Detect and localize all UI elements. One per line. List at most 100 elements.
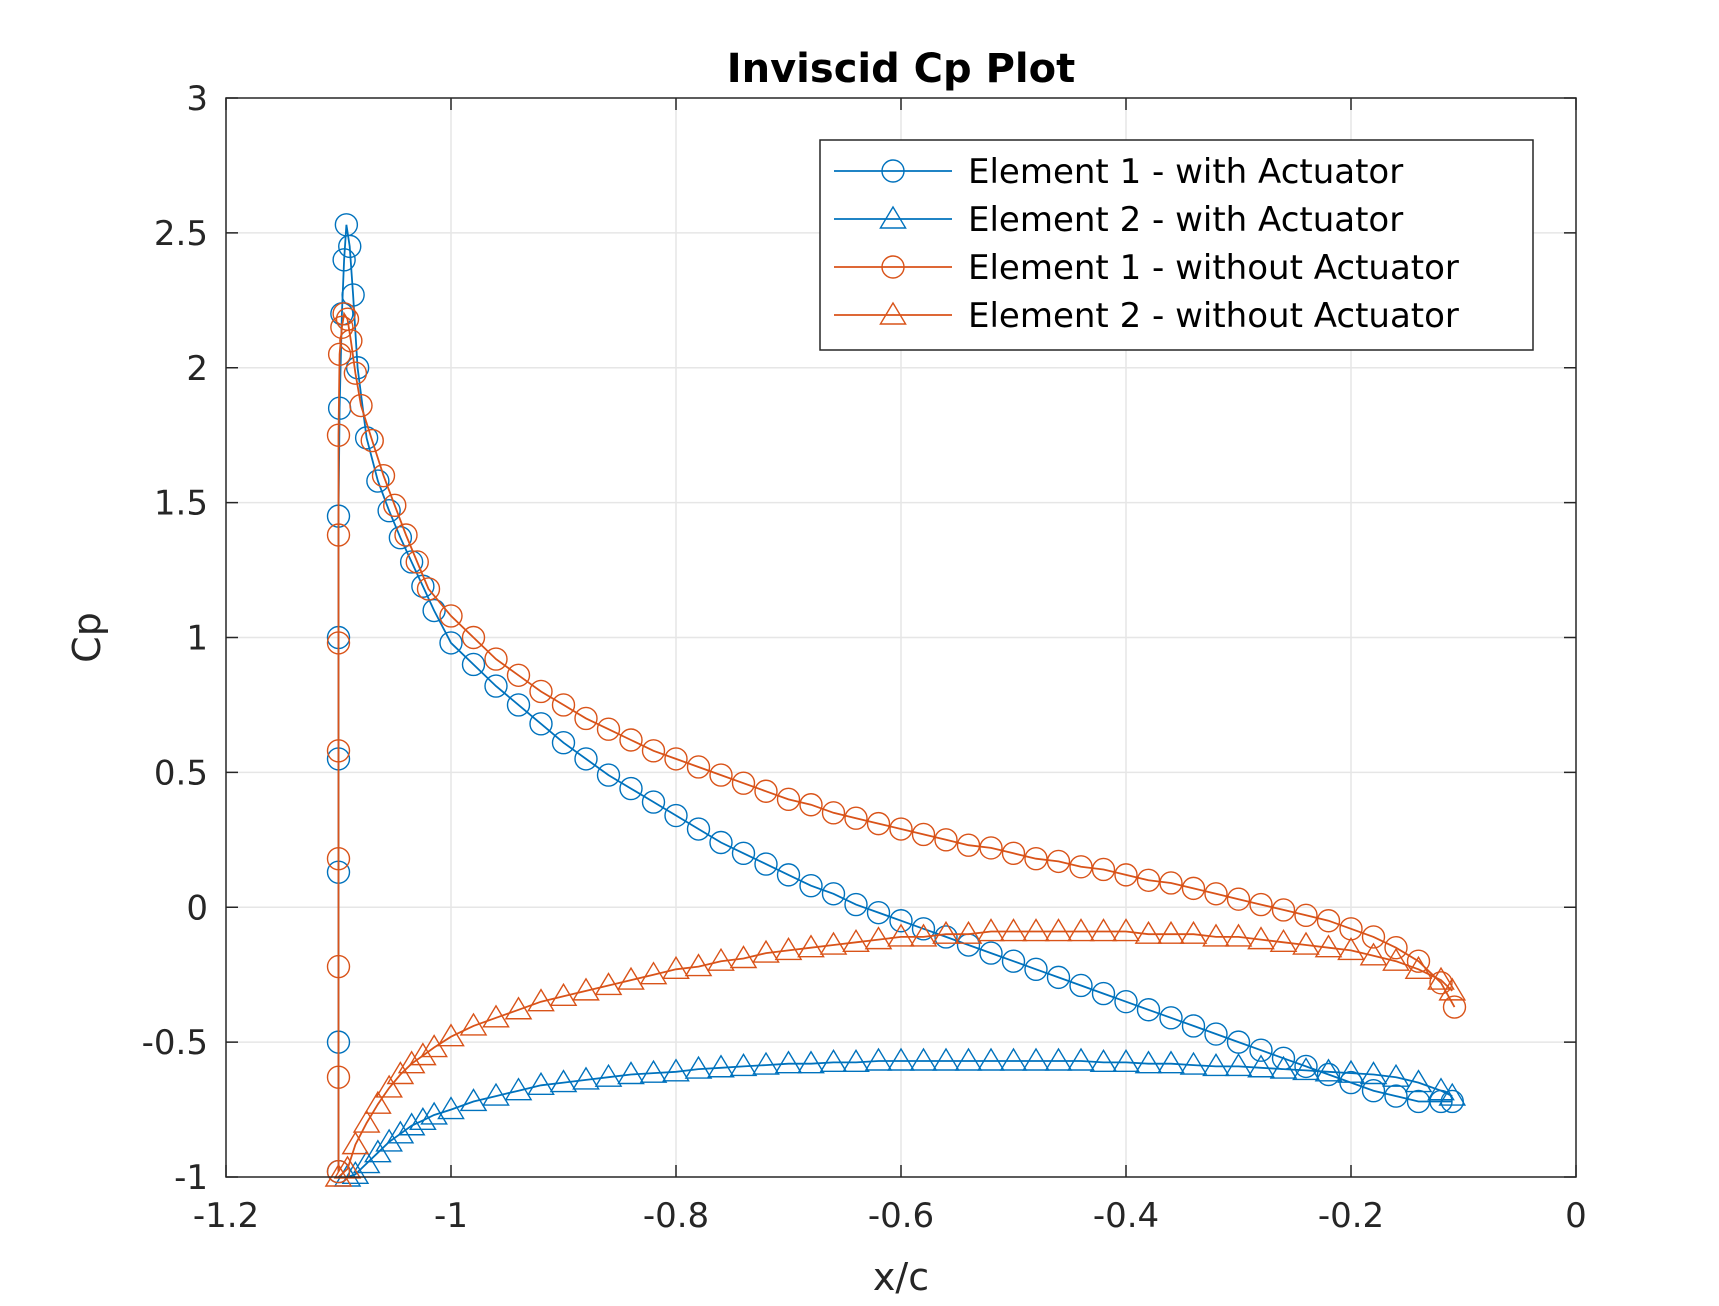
data-point [574,747,598,771]
x-axis-label: x/c [873,1255,929,1299]
data-point [397,1112,426,1136]
data-point [1091,857,1116,882]
data-point [842,1048,870,1073]
data-point [954,1047,983,1071]
data-point [797,934,825,958]
y-tick-label: 2 [186,349,208,389]
y-tick-label: 1.5 [154,484,208,524]
data-point [1316,909,1341,933]
data-point [1022,918,1050,942]
data-point [1114,989,1138,1014]
data-point [617,1061,645,1085]
data-point [332,248,356,272]
data-point [529,712,553,736]
data-point [979,941,1003,965]
data-point [1294,1054,1318,1079]
data-point [326,523,351,547]
data-point [354,426,379,450]
legend-label: Element 1 - with Actuator [968,152,1403,192]
data-point [349,393,373,418]
data-point [911,917,936,941]
data-point [639,961,668,985]
x-tick-labels: -1.2 -1 -0.8 -0.6 -0.4 -0.2 0 [193,1196,1587,1236]
data-point [422,598,446,623]
data-point [1404,955,1433,979]
data-point [397,1050,426,1074]
data-point [386,1120,415,1144]
data-point [911,822,936,847]
data-point [594,972,623,996]
data-point [799,793,823,817]
y-tick-label: -1 [174,1158,208,1198]
data-point [1247,1054,1275,1078]
data-point [1271,898,1296,922]
data-point [664,803,688,828]
data-point [1136,868,1161,892]
y-tick-label: 2.5 [154,214,208,254]
data-point [1136,998,1161,1022]
data-point [1438,977,1467,1001]
y-tick-label: 1 [186,619,208,659]
series-line [337,224,1453,1172]
legend-marker [879,301,907,325]
data-point [341,1131,370,1155]
series-1 [326,213,1464,1184]
data-point [932,920,960,944]
legend-label: Element 1 - without Actuator [968,248,1459,288]
data-point [1091,981,1116,1006]
data-point [909,923,938,947]
data-point [934,828,958,852]
data-point [1181,876,1206,901]
data-point [1269,928,1298,953]
data-point [934,925,958,949]
data-point [684,1055,713,1079]
data-point [1204,882,1228,906]
legend-item: Element 1 - without Actuator [834,248,1459,288]
data-point [1044,918,1073,942]
data-point [1112,1048,1140,1073]
data-point [1089,1048,1118,1073]
data-point [729,1053,758,1077]
data-point [799,873,823,898]
data-point [394,523,418,547]
data-point [1134,1050,1163,1074]
data-point [864,1047,893,1071]
data-point [999,1047,1028,1071]
data-point [1202,923,1230,947]
data-point [1269,1055,1298,1079]
data-point [819,1048,848,1073]
data-point [664,747,688,771]
data-point [1224,923,1253,947]
data-point [1292,931,1320,955]
data-point [326,423,351,447]
data-point [1067,1047,1095,1071]
data-point [1044,1047,1073,1071]
data-point [889,817,913,841]
data-point [1384,1084,1408,1108]
data-point [1069,855,1093,879]
legend: Element 1 - with Actuator Element 2 - wit… [819,139,1534,351]
data-point [1204,1022,1228,1046]
data-point [439,631,463,655]
data-point [774,937,803,961]
data-point [617,966,645,990]
data-point [1022,1047,1050,1071]
x-tick-label: 0 [1565,1196,1587,1236]
data-point [326,1065,351,1089]
data-point [1001,949,1026,973]
legend-item: Element 2 - without Actuator [834,296,1459,336]
data-point [686,755,711,779]
data-point [977,918,1005,942]
data-point [1294,903,1318,928]
legend-item: Element 2 - with Actuator [834,200,1403,240]
data-point [1024,846,1048,871]
x-tick-label: -0.8 [643,1196,709,1236]
series-3 [326,302,1467,1184]
legend-marker [881,255,905,279]
data-point [459,1088,488,1112]
data-point [977,1047,1005,1071]
data-point [954,920,983,944]
data-point [1089,918,1118,942]
data-point [1181,1014,1206,1038]
